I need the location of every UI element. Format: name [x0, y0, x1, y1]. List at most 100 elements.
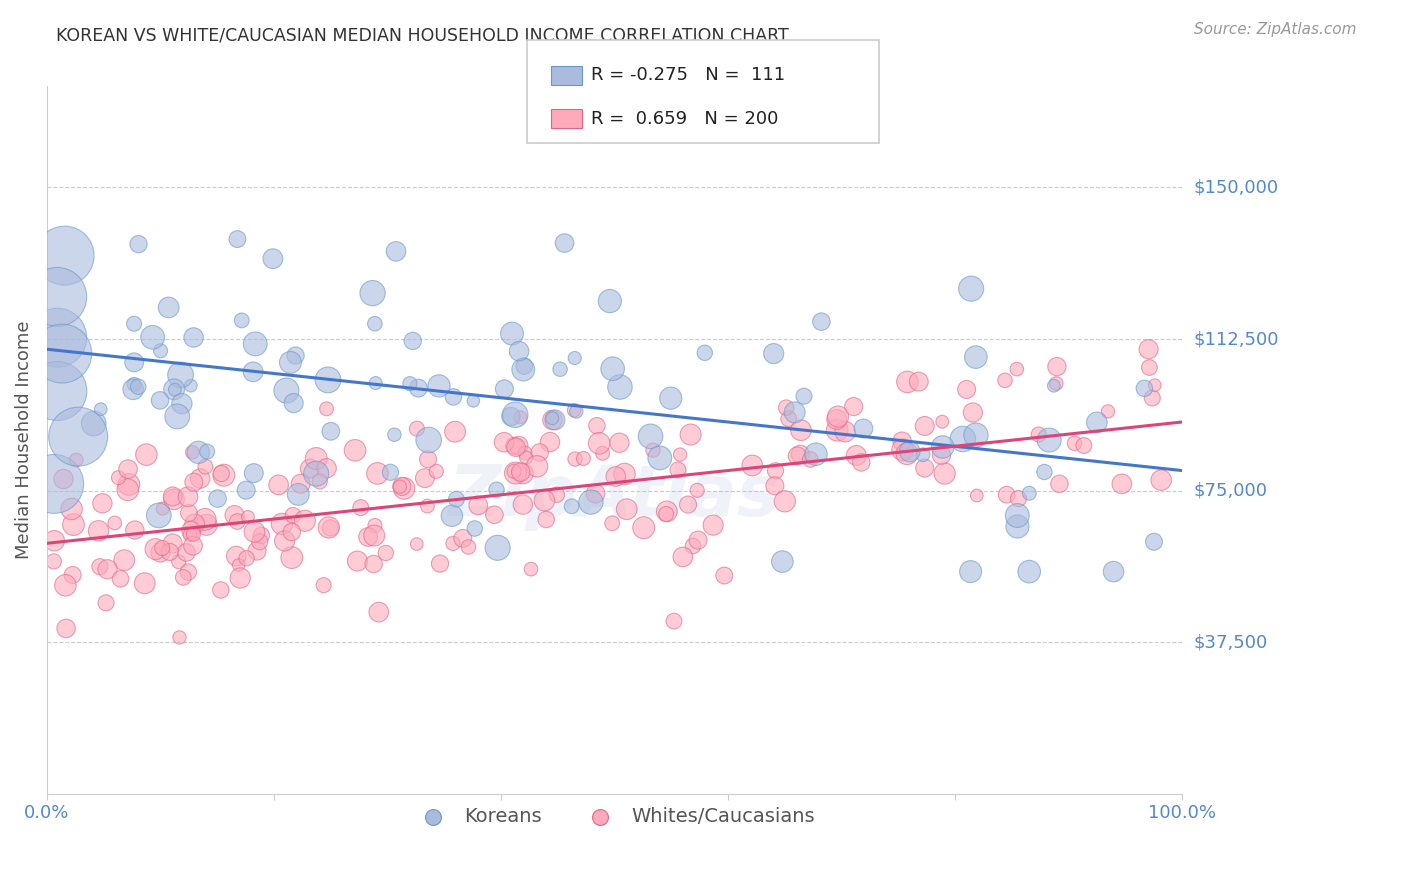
Point	[564, 452, 586, 467]
Point	[281, 524, 304, 539]
Point	[183, 516, 205, 531]
Point	[361, 286, 384, 301]
Point	[283, 396, 305, 410]
Legend: Koreans, Whites/Caucasians: Koreans, Whites/Caucasians	[406, 799, 823, 834]
Point	[762, 346, 785, 360]
Point	[42, 554, 65, 568]
Point	[914, 419, 936, 434]
Point	[512, 498, 534, 512]
Point	[1102, 565, 1125, 579]
Point	[122, 317, 145, 331]
Point	[226, 232, 249, 246]
Point	[231, 313, 253, 327]
Point	[305, 467, 328, 481]
Point	[599, 294, 621, 309]
Point	[956, 383, 979, 397]
Point	[363, 557, 385, 571]
Point	[183, 527, 205, 541]
Point	[90, 402, 112, 417]
Point	[180, 378, 202, 392]
Point	[541, 411, 564, 425]
Point	[602, 361, 624, 376]
Text: $150,000: $150,000	[1194, 178, 1278, 196]
Point	[1033, 465, 1056, 479]
Point	[773, 494, 796, 508]
Point	[55, 622, 77, 636]
Point	[318, 520, 340, 534]
Point	[503, 439, 526, 453]
Point	[388, 480, 411, 494]
Point	[1133, 381, 1156, 395]
Point	[107, 471, 129, 485]
Point	[392, 482, 415, 496]
Point	[145, 542, 167, 557]
Point	[169, 368, 191, 382]
Point	[778, 411, 800, 425]
Point	[609, 380, 631, 394]
Point	[554, 235, 576, 250]
Point	[592, 446, 614, 460]
Point	[538, 435, 561, 450]
Point	[363, 528, 385, 542]
Point	[149, 393, 172, 408]
Point	[180, 524, 202, 538]
Point	[825, 423, 848, 437]
Point	[765, 464, 787, 478]
Point	[294, 514, 316, 528]
Point	[276, 384, 298, 398]
Point	[319, 425, 342, 439]
Point	[962, 405, 984, 419]
Point	[246, 544, 269, 558]
Point	[907, 375, 929, 389]
Point	[804, 447, 827, 461]
Point	[440, 508, 463, 523]
Point	[224, 508, 246, 522]
Point	[181, 539, 204, 553]
Point	[148, 508, 170, 523]
Point	[118, 477, 141, 491]
Y-axis label: Median Household Income: Median Household Income	[15, 321, 32, 559]
Point	[226, 515, 249, 529]
Point	[242, 365, 264, 379]
Point	[966, 488, 988, 502]
Point	[965, 428, 987, 442]
Point	[315, 461, 337, 475]
Point	[484, 508, 506, 522]
Point	[380, 465, 402, 479]
Point	[655, 504, 678, 518]
Point	[152, 501, 174, 516]
Point	[243, 466, 266, 480]
Point	[1046, 359, 1069, 374]
Point	[281, 508, 304, 523]
Point	[181, 445, 204, 459]
Point	[640, 429, 662, 443]
Point	[413, 471, 436, 485]
Text: $75,000: $75,000	[1194, 482, 1267, 500]
Point	[503, 464, 526, 478]
Point	[1007, 491, 1029, 506]
Point	[931, 415, 953, 429]
Point	[572, 451, 595, 466]
Point	[503, 408, 526, 422]
Point	[170, 397, 193, 411]
Point	[914, 461, 936, 475]
Point	[786, 449, 808, 463]
Point	[62, 517, 84, 532]
Text: KOREAN VS WHITE/CAUCASIAN MEDIAN HOUSEHOLD INCOME CORRELATION CHART: KOREAN VS WHITE/CAUCASIAN MEDIAN HOUSEHO…	[56, 27, 789, 45]
Point	[494, 382, 516, 396]
Text: Source: ZipAtlas.com: Source: ZipAtlas.com	[1194, 22, 1357, 37]
Point	[316, 373, 339, 387]
Point	[444, 425, 467, 439]
Point	[959, 565, 981, 579]
Point	[446, 492, 468, 507]
Point	[384, 427, 406, 442]
Point	[1018, 565, 1040, 579]
Point	[1018, 486, 1040, 500]
Point	[508, 439, 530, 453]
Point	[898, 444, 921, 458]
Point	[520, 562, 543, 576]
Point	[44, 533, 66, 548]
Point	[179, 527, 201, 541]
Point	[44, 477, 66, 491]
Point	[117, 483, 139, 497]
